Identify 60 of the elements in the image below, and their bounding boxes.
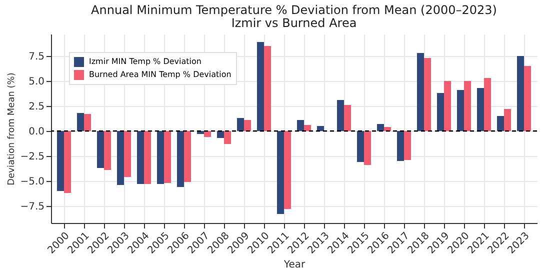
bar	[124, 131, 131, 177]
bar	[177, 131, 184, 187]
y-tick-label: −5.0	[20, 176, 44, 188]
bar	[277, 131, 284, 214]
bar	[224, 131, 231, 144]
bar	[264, 46, 271, 131]
bar	[377, 124, 384, 131]
y-tick-label: 0.0	[28, 126, 44, 138]
bar	[384, 127, 391, 131]
bar	[444, 81, 451, 131]
bar	[64, 131, 71, 193]
y-axis-title: Deviation from Mean (%)	[7, 72, 18, 186]
bar	[164, 131, 171, 183]
bar	[364, 131, 371, 165]
bar	[297, 120, 304, 131]
bar	[184, 131, 191, 182]
chart-subtitle: Izmir vs Burned Area	[231, 16, 357, 30]
bar	[157, 131, 164, 184]
y-tick-label: 5.0	[28, 76, 44, 88]
bar	[404, 131, 411, 160]
bar	[464, 81, 471, 131]
bar	[517, 56, 524, 131]
bar	[137, 131, 144, 184]
chart-title: Annual Minimum Temperature % Deviation from Mean (2000–2023)	[91, 3, 497, 17]
bar	[504, 109, 511, 131]
bar	[397, 131, 404, 161]
bar	[144, 131, 151, 184]
bar	[497, 116, 504, 131]
bar	[257, 42, 264, 131]
bar	[57, 131, 64, 191]
bar	[304, 125, 311, 131]
bar	[284, 131, 291, 209]
bar	[317, 126, 324, 131]
bar	[217, 131, 224, 138]
bar	[524, 66, 531, 131]
bar	[117, 131, 124, 185]
bar	[97, 131, 104, 168]
bar	[104, 131, 111, 170]
bar	[197, 131, 204, 134]
y-tick-label: −2.5	[20, 152, 44, 162]
legend-label: Izmir MIN Temp % Deviation	[89, 57, 202, 66]
y-tick-label: −7.5	[20, 202, 44, 212]
bar	[357, 131, 364, 162]
bar	[77, 113, 84, 131]
bar	[437, 93, 444, 131]
bar	[84, 114, 91, 131]
bar	[457, 90, 464, 131]
bar	[204, 131, 211, 137]
x-axis-title: Year	[282, 260, 306, 271]
bar	[344, 105, 351, 131]
bar	[417, 53, 424, 131]
bar	[337, 100, 344, 131]
bar	[424, 58, 431, 131]
bar	[237, 118, 244, 131]
y-tick-label: 2.5	[28, 102, 44, 112]
bar	[484, 78, 491, 131]
legend-label: Burned Area MIN Temp % Deviation	[89, 70, 232, 79]
y-tick-label: 7.5	[28, 52, 44, 62]
bar	[477, 88, 484, 131]
bar	[244, 120, 251, 131]
